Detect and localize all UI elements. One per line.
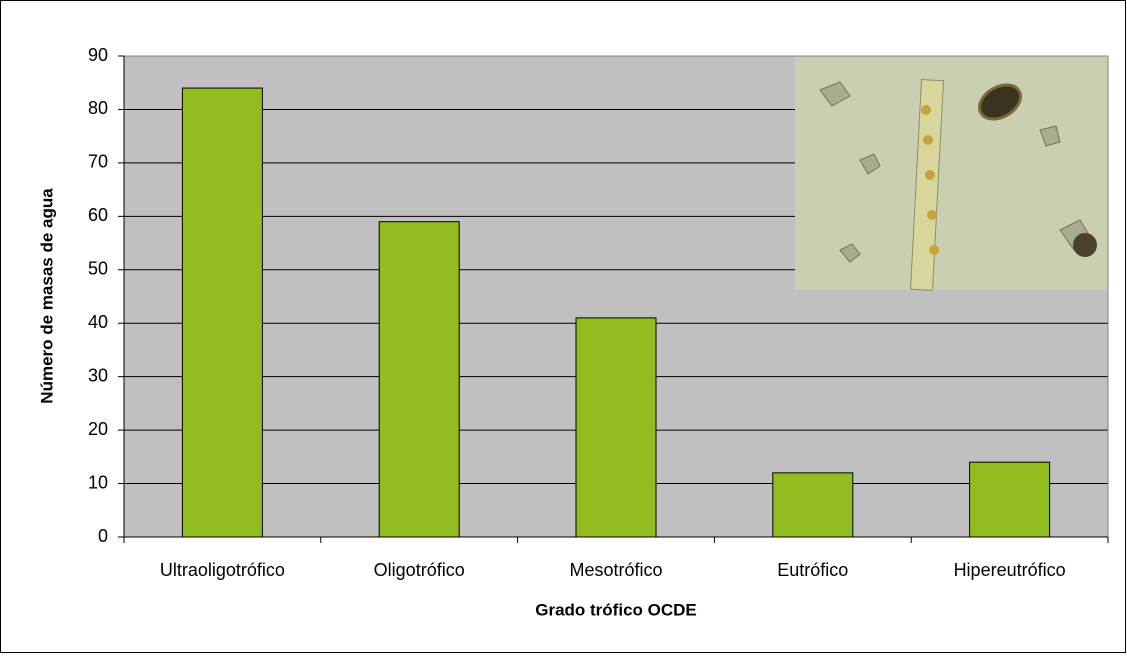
y-axis-title: Número de masas de agua [37, 188, 56, 404]
y-tick-label: 40 [88, 312, 108, 332]
x-axis-title: Grado trófico OCDE [535, 600, 697, 619]
y-tick-label: 10 [88, 472, 108, 492]
x-tick-label: Eutrófico [777, 560, 848, 580]
bar [378, 221, 460, 538]
x-tick-label: Oligotrófico [374, 560, 465, 580]
bar [772, 472, 854, 538]
y-tick-label: 20 [88, 419, 108, 439]
y-tick-label: 30 [88, 365, 108, 385]
x-tick-label: Ultraoligotrófico [160, 560, 285, 580]
y-tick-label: 0 [98, 526, 108, 546]
y-tick-label: 90 [88, 45, 108, 65]
x-tick-label: Hipereutrófico [954, 560, 1066, 580]
y-tick-label: 70 [88, 152, 108, 172]
inset-photo [795, 56, 1108, 291]
x-tick-label: Mesotrófico [569, 560, 662, 580]
y-tick-label: 80 [88, 98, 108, 118]
y-tick-label: 60 [88, 205, 108, 225]
bar [575, 317, 657, 538]
y-tick-label: 50 [88, 259, 108, 279]
bar [969, 461, 1051, 538]
bar [181, 87, 263, 538]
